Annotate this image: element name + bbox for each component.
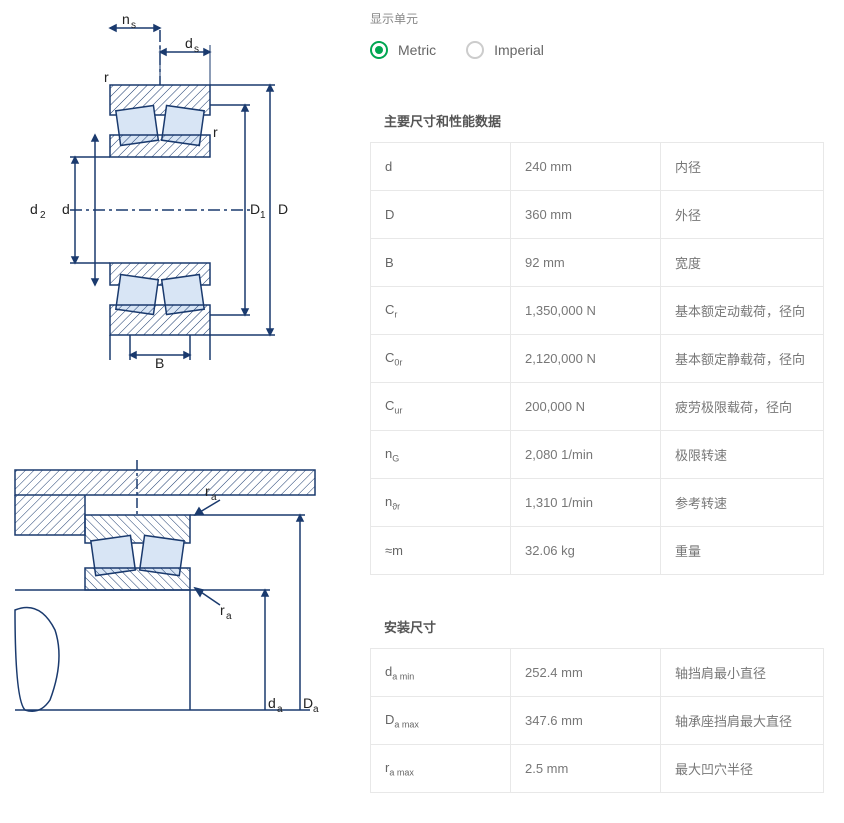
table-row: ra max2.5 mm最大凹穴半径 xyxy=(371,745,824,793)
svg-text:r: r xyxy=(213,124,218,140)
main-dimensions-section: 主要尺寸和性能数据 d240 mm内径D360 mm外径B92 mm宽度Cr1,… xyxy=(370,99,824,575)
value-cell: 32.06 kg xyxy=(511,527,661,575)
radio-imperial-label: Imperial xyxy=(494,42,544,58)
svg-text:d: d xyxy=(62,201,70,217)
svg-text:a: a xyxy=(313,704,319,715)
table-row: nϑr1,310 1/min参考转速 xyxy=(371,479,824,527)
svg-text:s: s xyxy=(194,44,199,55)
svg-text:r: r xyxy=(220,602,225,618)
value-cell: 360 mm xyxy=(511,191,661,239)
table-row: Cr1,350,000 N基本额定动载荷，径向 xyxy=(371,287,824,335)
value-cell: 2.5 mm xyxy=(511,745,661,793)
desc-cell: 基本额定静载荷，径向 xyxy=(661,335,824,383)
svg-text:r: r xyxy=(104,69,109,85)
table-row: ≈m32.06 kg重量 xyxy=(371,527,824,575)
symbol-cell: D xyxy=(371,191,511,239)
svg-text:a: a xyxy=(226,611,232,622)
table-row: B92 mm宽度 xyxy=(371,239,824,287)
mounting-diagram: ra ra da Da xyxy=(10,460,320,720)
table-row: nG2,080 1/min极限转速 xyxy=(371,431,824,479)
unit-radio-group: Metric Imperial xyxy=(370,41,824,59)
main-dimensions-table: d240 mm内径D360 mm外径B92 mm宽度Cr1,350,000 N基… xyxy=(370,142,824,575)
table-row: d240 mm内径 xyxy=(371,143,824,191)
bearing-cross-section-diagram: ns ds r r D D1 d d2 B xyxy=(10,10,320,370)
symbol-cell: Cr xyxy=(371,287,511,335)
value-cell: 2,080 1/min xyxy=(511,431,661,479)
desc-cell: 外径 xyxy=(661,191,824,239)
value-cell: 1,310 1/min xyxy=(511,479,661,527)
symbol-cell: d xyxy=(371,143,511,191)
svg-text:D: D xyxy=(250,201,260,217)
svg-text:d: d xyxy=(30,201,38,217)
table-row: Da max347.6 mm轴承座挡肩最大直径 xyxy=(371,697,824,745)
table-row: da min252.4 mm轴挡肩最小直径 xyxy=(371,649,824,697)
radio-metric-label: Metric xyxy=(398,42,436,58)
symbol-cell: da min xyxy=(371,649,511,697)
table-row: Cur200,000 N疲劳极限载荷，径向 xyxy=(371,383,824,431)
symbol-cell: Cur xyxy=(371,383,511,431)
value-cell: 252.4 mm xyxy=(511,649,661,697)
svg-text:a: a xyxy=(277,704,283,715)
svg-text:D: D xyxy=(278,201,288,217)
value-cell: 2,120,000 N xyxy=(511,335,661,383)
symbol-cell: ra max xyxy=(371,745,511,793)
desc-cell: 宽度 xyxy=(661,239,824,287)
value-cell: 200,000 N xyxy=(511,383,661,431)
svg-text:n: n xyxy=(122,11,130,27)
desc-cell: 内径 xyxy=(661,143,824,191)
svg-text:2: 2 xyxy=(40,210,46,221)
desc-cell: 轴承座挡肩最大直径 xyxy=(661,697,824,745)
symbol-cell: nϑr xyxy=(371,479,511,527)
svg-text:B: B xyxy=(155,355,164,370)
table-row: C0r2,120,000 N基本额定静载荷，径向 xyxy=(371,335,824,383)
mounting-dimensions-section: 安装尺寸 da min252.4 mm轴挡肩最小直径Da max347.6 mm… xyxy=(370,605,824,793)
svg-text:s: s xyxy=(131,20,136,31)
unit-label: 显示单元 xyxy=(370,10,824,27)
symbol-cell: nG xyxy=(371,431,511,479)
symbol-cell: ≈m xyxy=(371,527,511,575)
symbol-cell: Da max xyxy=(371,697,511,745)
section-title-main: 主要尺寸和性能数据 xyxy=(370,99,824,142)
radio-imperial[interactable]: Imperial xyxy=(466,41,544,59)
symbol-cell: B xyxy=(371,239,511,287)
radio-metric[interactable]: Metric xyxy=(370,41,436,59)
desc-cell: 参考转速 xyxy=(661,479,824,527)
desc-cell: 极限转速 xyxy=(661,431,824,479)
desc-cell: 轴挡肩最小直径 xyxy=(661,649,824,697)
mounting-dimensions-table: da min252.4 mm轴挡肩最小直径Da max347.6 mm轴承座挡肩… xyxy=(370,648,824,793)
symbol-cell: C0r xyxy=(371,335,511,383)
desc-cell: 基本额定动载荷，径向 xyxy=(661,287,824,335)
value-cell: 347.6 mm xyxy=(511,697,661,745)
table-row: D360 mm外径 xyxy=(371,191,824,239)
section-title-mounting: 安装尺寸 xyxy=(370,605,824,648)
svg-text:a: a xyxy=(211,492,217,503)
value-cell: 1,350,000 N xyxy=(511,287,661,335)
desc-cell: 疲劳极限载荷，径向 xyxy=(661,383,824,431)
desc-cell: 最大凹穴半径 xyxy=(661,745,824,793)
svg-text:1: 1 xyxy=(260,210,266,221)
svg-text:d: d xyxy=(185,35,193,51)
svg-text:d: d xyxy=(268,695,276,711)
value-cell: 240 mm xyxy=(511,143,661,191)
svg-text:r: r xyxy=(205,483,210,499)
value-cell: 92 mm xyxy=(511,239,661,287)
radio-icon xyxy=(466,41,484,59)
radio-icon xyxy=(370,41,388,59)
svg-text:D: D xyxy=(303,695,313,711)
desc-cell: 重量 xyxy=(661,527,824,575)
